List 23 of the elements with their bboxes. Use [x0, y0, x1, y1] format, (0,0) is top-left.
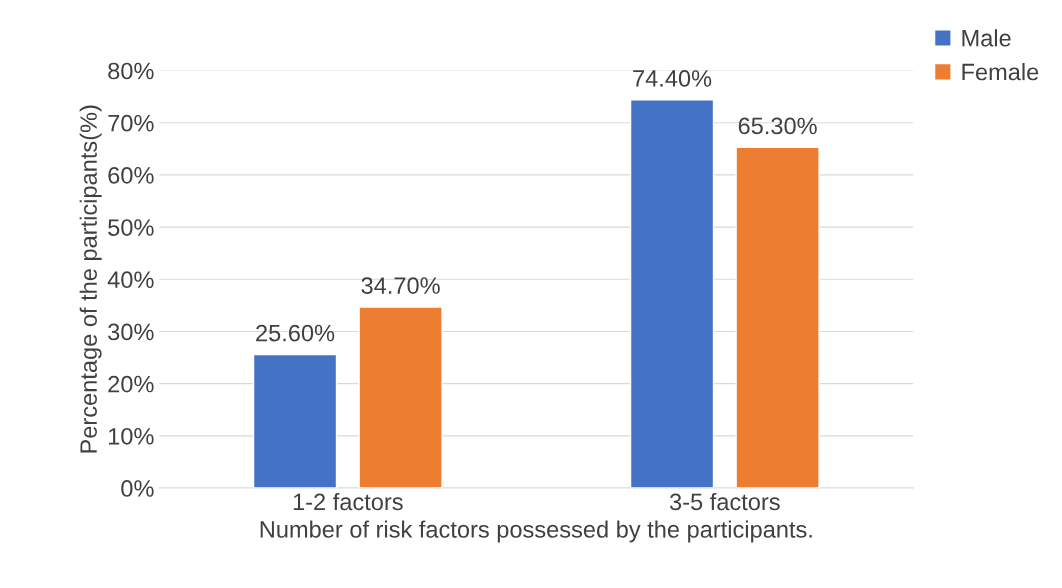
data-label: 65.30%: [738, 117, 817, 135]
y-tick-label: 30%: [108, 323, 154, 341]
x-tick-label: 3-5 factors: [669, 492, 780, 511]
y-tick-label: 50%: [108, 219, 154, 236]
y-tick-label: 70%: [108, 114, 154, 132]
bar: [735, 146, 820, 489]
x-axis-title: Number of risk factors possessed by the participants.: [260, 520, 812, 543]
data-label: 74.40%: [633, 70, 712, 87]
data-label: 34.70%: [361, 277, 440, 294]
x-tick-label: 1-2 factors: [293, 492, 403, 511]
bar: [629, 99, 715, 489]
y-axis-title: Percentage of the participants(%): [79, 105, 102, 453]
data-label: 25.60%: [256, 324, 335, 342]
y-tick-label: 60%: [108, 167, 154, 184]
legend-label: Male: [962, 29, 1011, 47]
bar: [252, 353, 338, 489]
y-tick-label: 80%: [108, 62, 154, 80]
y-tick-label: 0%: [121, 480, 154, 497]
y-tick-label: 40%: [107, 271, 154, 289]
legend-label: Female: [962, 63, 1039, 81]
bar: [358, 306, 443, 489]
y-tick-label: 10%: [108, 427, 154, 445]
y-tick-label: 20%: [108, 375, 154, 393]
